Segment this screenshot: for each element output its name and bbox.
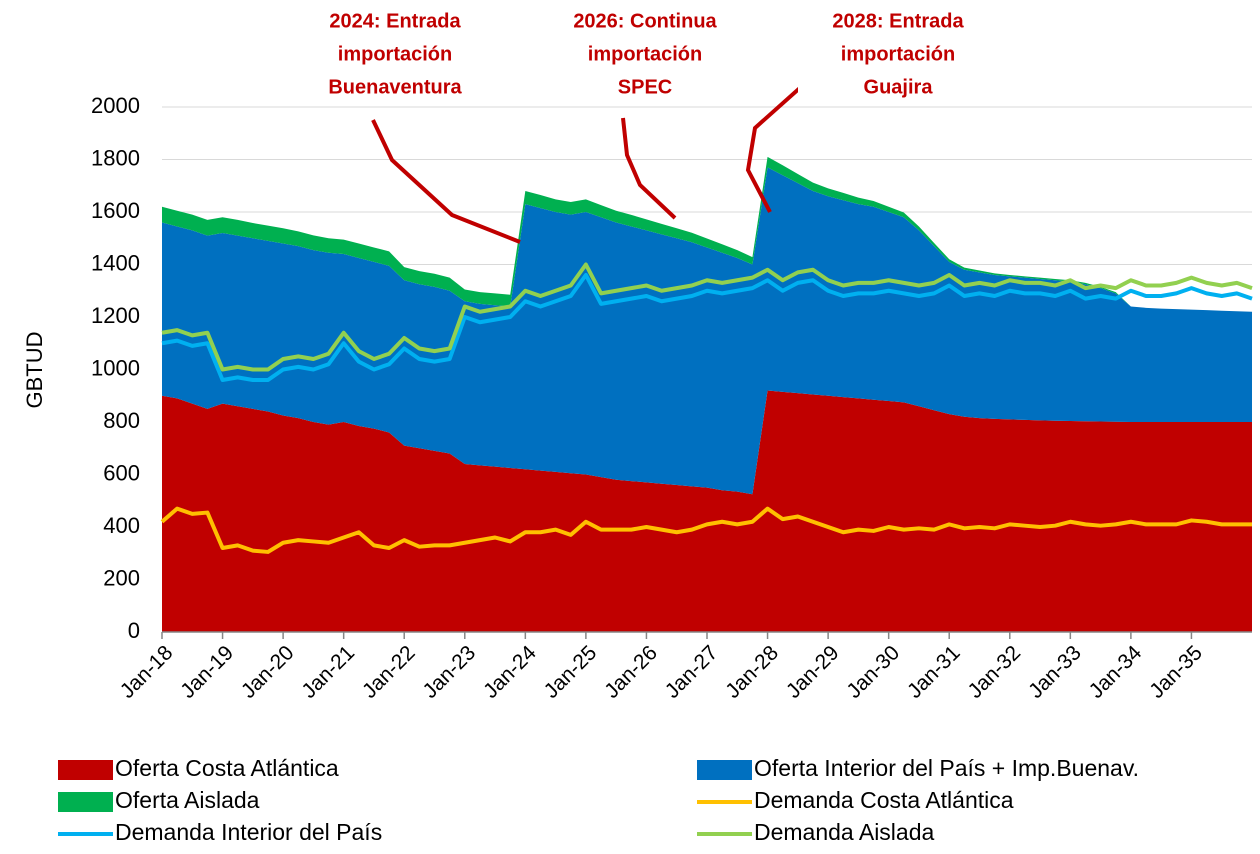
plot-area	[160, 156, 1253, 632]
legend-label: Oferta Aislada	[115, 787, 260, 813]
y-tick-label: 200	[103, 565, 140, 590]
annotation-text: Buenaventura	[328, 76, 462, 98]
legend-label: Demanda Aislada	[754, 819, 934, 845]
legend-symbol	[697, 760, 752, 780]
x-tick-label: Jan-23	[419, 641, 481, 703]
legend-label: Demanda Costa Atlántica	[754, 787, 1014, 813]
y-tick-label: 800	[103, 408, 140, 433]
x-tick-label: Jan-27	[661, 641, 723, 703]
line	[161, 262, 1253, 372]
x-tick-label: Jan-28	[721, 641, 783, 703]
line	[161, 273, 1253, 382]
annotation-pointer	[371, 119, 521, 244]
annotation-box	[798, 5, 998, 105]
y-tick-label: 400	[103, 513, 140, 538]
x-tick-label: Jan-29	[782, 641, 844, 703]
annotations: 2024: Entrada importación Buenaventura 2026…	[295, 5, 998, 105]
legend-label: Demanda Interior del País	[115, 819, 382, 845]
legend: Oferta Costa Atlántica Oferta Interior de…	[58, 755, 1139, 845]
x-tick-label: Jan-26	[600, 641, 662, 703]
x-tick-label: Jan-32	[964, 641, 1026, 703]
y-axis-label: GBTUD	[22, 332, 47, 409]
y-tick-label: 1400	[91, 250, 140, 275]
x-tick-label: Jan-22	[358, 641, 420, 703]
x-tick-label: Jan-34	[1085, 641, 1147, 703]
x-tick-label: Jan-19	[176, 641, 238, 703]
annotation-pointer	[621, 117, 677, 220]
x-tick-label: Jan-30	[842, 641, 904, 703]
area	[162, 167, 1252, 495]
x-tick-label: Jan-24	[479, 641, 541, 703]
y-tick-label: 600	[103, 460, 140, 485]
x-tick-label: Jan-25	[540, 641, 602, 703]
y-tick-label: 1800	[91, 145, 140, 170]
y-tick-label: 1000	[91, 355, 140, 380]
x-tick-label: Jan-20	[237, 641, 299, 703]
x-tick-label: Jan-31	[903, 641, 965, 703]
legend-symbol	[58, 792, 113, 812]
annotation-pointer	[745, 68, 822, 213]
annotation-text: 2028: Entrada	[832, 10, 964, 32]
legend-label: Oferta Interior del País + Imp.Buenav.	[754, 755, 1139, 781]
annotation-text: Guajira	[864, 76, 934, 98]
annotation-pointers	[371, 68, 822, 244]
annotation-text: 2024: Entrada	[329, 10, 461, 32]
annotation-text: 2026: Continua	[573, 10, 717, 32]
annotation-text: importación	[588, 43, 702, 65]
x-tick-label: Jan-33	[1024, 641, 1086, 703]
annotation-text: importación	[338, 43, 452, 65]
y-tick-label: 1200	[91, 303, 140, 328]
annotation-text: SPEC	[618, 76, 672, 98]
annotation-text: importación	[841, 43, 955, 65]
legend-label: Oferta Costa Atlántica	[115, 755, 339, 781]
legend-symbol	[58, 760, 113, 780]
annotation-box	[545, 5, 745, 105]
y-tick-label: 0	[128, 618, 140, 643]
x-tick-label: Jan-18	[116, 641, 178, 703]
y-tick-label: 1600	[91, 198, 140, 223]
line	[160, 506, 1252, 554]
annotation-box	[295, 5, 495, 105]
y-tick-label: 2000	[91, 93, 140, 118]
x-tick-label: Jan-21	[297, 641, 359, 703]
x-tick-label: Jan-35	[1145, 641, 1207, 703]
